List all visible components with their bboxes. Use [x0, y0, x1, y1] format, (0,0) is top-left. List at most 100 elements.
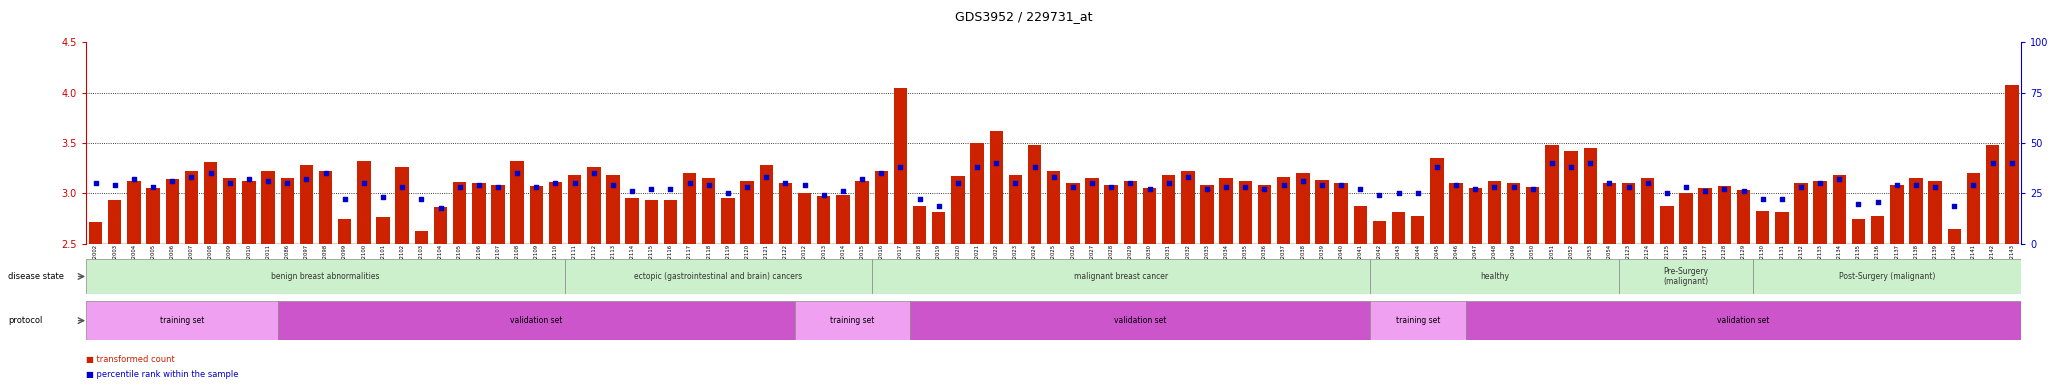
Point [750, 174, 782, 180]
Bar [1450, 184, 1462, 244]
Point [1841, 200, 1874, 207]
Bar [1278, 177, 1290, 244]
Bar [645, 200, 657, 244]
Bar [1067, 184, 1079, 244]
Text: protocol: protocol [8, 316, 43, 325]
Bar [682, 173, 696, 244]
Bar [1028, 145, 1040, 244]
Point [1190, 186, 1223, 192]
Point [1133, 186, 1165, 192]
Bar [817, 197, 829, 244]
Point [98, 182, 131, 189]
Point [1268, 182, 1300, 189]
Bar [1718, 186, 1731, 244]
Point [653, 186, 686, 192]
Bar [242, 181, 256, 244]
Point [596, 182, 629, 189]
Point [1114, 180, 1147, 187]
Point [174, 174, 207, 180]
Bar [1851, 218, 1866, 244]
Bar [1987, 145, 1999, 244]
Point [1669, 184, 1702, 190]
Point [1286, 178, 1319, 184]
Bar [1737, 190, 1751, 244]
Bar [913, 205, 926, 244]
Bar [565, 259, 872, 294]
Bar [1354, 205, 1366, 244]
Point [309, 170, 342, 176]
Point [1036, 174, 1069, 180]
Point [1401, 190, 1434, 197]
Bar [1257, 185, 1272, 244]
Point [1325, 182, 1358, 189]
Bar [1370, 301, 1466, 340]
Text: validation set: validation set [1718, 316, 1769, 325]
Point [961, 164, 993, 170]
Bar [950, 176, 965, 244]
Bar [1124, 181, 1137, 244]
Bar [434, 207, 446, 244]
Text: ectopic (gastrointestinal and brain) cancers: ectopic (gastrointestinal and brain) can… [635, 272, 803, 281]
Point [502, 170, 535, 176]
Point [291, 176, 324, 182]
Bar [874, 171, 889, 244]
Bar [1812, 181, 1827, 244]
Bar [1047, 171, 1061, 244]
Point [1823, 176, 1855, 182]
Point [1937, 202, 1970, 209]
Bar [625, 199, 639, 244]
Bar [414, 231, 428, 244]
Bar [279, 301, 795, 340]
Bar [319, 171, 332, 244]
Point [195, 170, 227, 176]
Bar [1583, 148, 1597, 244]
Bar [1239, 181, 1251, 244]
Point [903, 197, 936, 203]
Bar [223, 178, 236, 244]
Bar [1776, 212, 1788, 244]
Point [328, 197, 360, 203]
Bar [1372, 221, 1386, 244]
Bar [377, 217, 389, 244]
Bar [1661, 205, 1673, 244]
Bar [778, 184, 793, 244]
Bar [1161, 175, 1176, 244]
Text: Post-Surgery (malignant): Post-Surgery (malignant) [1839, 272, 1935, 281]
Bar [1010, 175, 1022, 244]
Text: ■ transformed count: ■ transformed count [86, 354, 174, 364]
Point [1305, 182, 1337, 189]
Point [1765, 197, 1798, 203]
Point [1632, 180, 1665, 187]
Point [1784, 184, 1817, 190]
Bar [1182, 171, 1194, 244]
Bar [1753, 259, 2021, 294]
Point [616, 189, 649, 195]
Point [442, 184, 475, 190]
Bar [1315, 180, 1329, 244]
Bar [1393, 212, 1405, 244]
Bar [606, 175, 621, 244]
Point [1247, 186, 1280, 192]
Point [999, 180, 1032, 187]
Bar [760, 165, 772, 244]
Point [1479, 184, 1511, 190]
Point [1229, 184, 1262, 190]
Bar [1430, 158, 1444, 244]
Bar [127, 181, 141, 244]
Bar [856, 181, 868, 244]
Point [864, 170, 897, 176]
Bar [1544, 145, 1559, 244]
Point [252, 178, 285, 184]
Bar [893, 88, 907, 244]
Point [711, 190, 743, 197]
Bar [702, 178, 715, 244]
Bar [971, 143, 983, 244]
Bar [1929, 181, 1942, 244]
Point [885, 164, 918, 170]
Point [1880, 182, 1913, 189]
Point [1171, 174, 1204, 180]
Bar [299, 165, 313, 244]
Point [137, 184, 170, 190]
Point [731, 184, 764, 190]
Bar [721, 199, 735, 244]
